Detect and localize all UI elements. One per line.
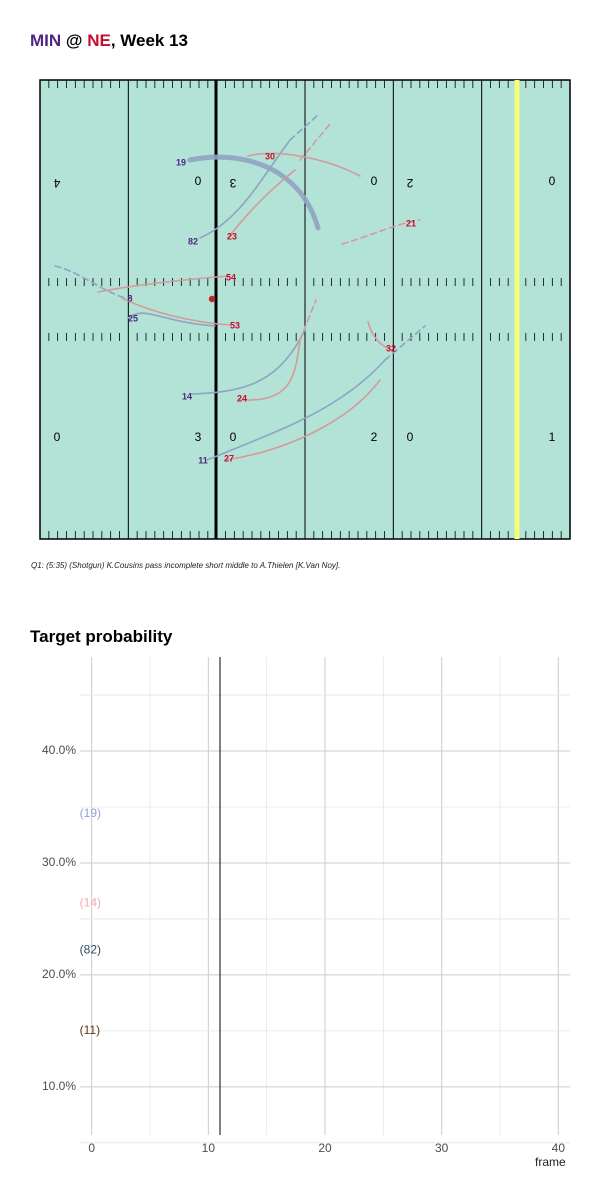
chart-series: (19) (14) (82) (11): [80, 806, 101, 1037]
series-label: (14): [80, 895, 101, 909]
x-tick-label: 0: [88, 1141, 95, 1155]
yard-number-bottom: 3: [195, 430, 202, 444]
at-symbol: @: [61, 31, 88, 50]
track-32: [367, 321, 393, 351]
track-11-dash: [384, 325, 426, 361]
player-label-32: 32: [386, 343, 396, 353]
track-23: [227, 169, 296, 239]
track-27: [225, 379, 381, 461]
player-label-8: 8: [127, 293, 132, 303]
track-8: [54, 265, 126, 299]
player-label-23: 23: [227, 231, 237, 241]
yard-number-top: 2: [406, 176, 413, 190]
player-label-82: 82: [188, 236, 198, 246]
x-tick-label: 40: [552, 1141, 566, 1155]
x-tick-labels: 0 10 20 30 40: [88, 1141, 565, 1155]
player-label-24: 24: [237, 393, 247, 403]
yard-number-bottom: 2: [371, 430, 378, 444]
track-24: [239, 339, 301, 401]
x-axis-label: frame: [535, 1155, 566, 1169]
track-25: [127, 312, 216, 327]
series-label: (19): [80, 806, 101, 820]
series-label: (82): [80, 942, 101, 956]
yard-number-bottom: 0: [230, 430, 237, 444]
yard-number-top: 0: [371, 174, 378, 188]
y-tick-labels: 10.0% 20.0% 30.0% 40.0%: [42, 743, 76, 1093]
track-30-dash: [299, 123, 331, 161]
player-label-53: 53: [230, 320, 240, 330]
x-tick-label: 30: [435, 1141, 449, 1155]
player-label-27: 27: [224, 453, 234, 463]
y-tick-label: 20.0%: [42, 967, 76, 981]
game-title: MIN @ NE, Week 13: [30, 31, 188, 51]
week-label: , Week 13: [110, 31, 189, 50]
player-label-19: 19: [176, 157, 186, 167]
y-tick-label: 10.0%: [42, 1079, 76, 1093]
ball-marker: [208, 295, 216, 303]
track-30: [247, 152, 361, 177]
x-tick-label: 20: [318, 1141, 332, 1155]
y-tick-label: 40.0%: [42, 743, 76, 757]
player-label-54: 54: [226, 272, 236, 282]
track-19: [187, 154, 321, 231]
yard-number-top: 3: [229, 176, 236, 190]
player-label-25: 25: [128, 313, 138, 323]
track-54: [97, 275, 231, 293]
play-description: Q1: (5:35) (Shotgun) K.Cousins pass inco…: [31, 561, 341, 570]
hash-marks: [48, 80, 562, 539]
track-11: [206, 359, 386, 461]
player-label-30: 30: [265, 151, 275, 161]
track-24-dash: [299, 299, 317, 341]
track-82-dash: [289, 114, 319, 141]
chart-grid: [80, 657, 570, 1144]
player-label-11: 11: [198, 455, 208, 465]
player-label-21: 21: [406, 218, 416, 228]
track-53: [121, 297, 231, 326]
field-plot: 4 0 3 0 2 0 0 3 0 2 0 1 19 82 8 25: [39, 79, 571, 540]
away-team-abbr: MIN: [30, 31, 62, 50]
series-label: (11): [80, 1023, 100, 1037]
yard-number-bottom: 0: [407, 430, 414, 444]
y-tick-label: 30.0%: [42, 855, 76, 869]
yard-number-top: 0: [195, 174, 202, 188]
track-21: [341, 219, 421, 245]
player-label-14: 14: [182, 391, 192, 401]
yard-number-top: 0: [549, 174, 556, 188]
yard-number-bottom: 1: [549, 430, 556, 444]
yard-number-bottom: 0: [54, 430, 61, 444]
yard-number-top: 4: [53, 176, 60, 190]
chart-title: Target probability: [30, 627, 173, 646]
home-team-abbr: NE: [87, 31, 111, 50]
x-tick-label: 10: [202, 1141, 216, 1155]
track-14: [191, 329, 306, 395]
